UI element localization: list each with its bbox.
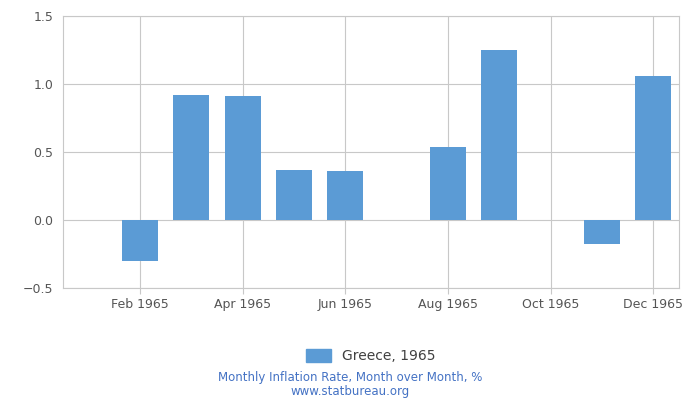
Bar <box>174 95 209 220</box>
Text: Monthly Inflation Rate, Month over Month, %: Monthly Inflation Rate, Month over Month… <box>218 372 482 384</box>
Bar <box>225 96 260 220</box>
Legend: Greece, 1965: Greece, 1965 <box>300 344 442 369</box>
Bar <box>482 50 517 220</box>
Bar <box>430 146 466 220</box>
Bar <box>122 220 158 261</box>
Text: www.statbureau.org: www.statbureau.org <box>290 386 410 398</box>
Bar <box>636 76 671 220</box>
Bar <box>276 170 312 220</box>
Bar <box>584 220 620 244</box>
Bar <box>328 171 363 220</box>
